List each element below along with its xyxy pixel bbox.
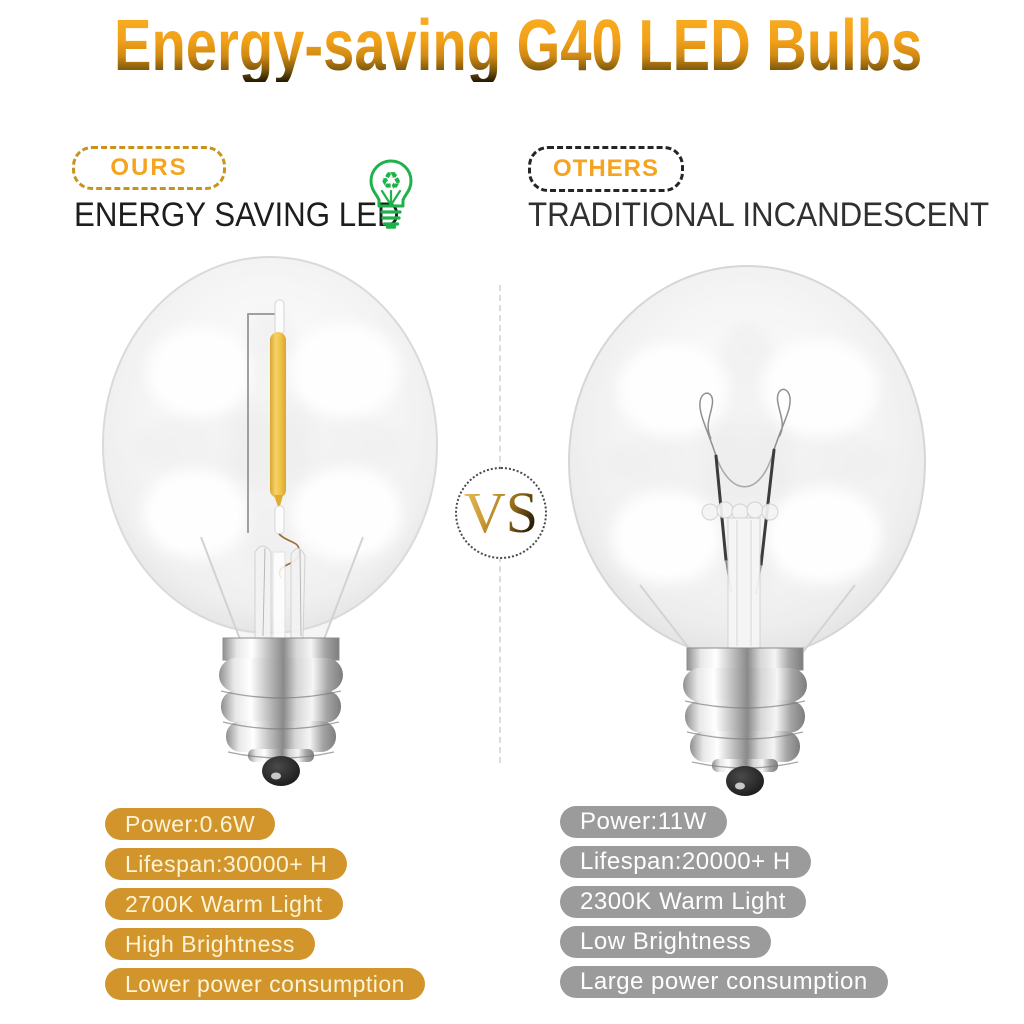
- incandescent-bulb-image: [568, 265, 926, 796]
- ours-feature-power: Power:0.6W: [105, 808, 276, 840]
- ours-badge: OURS: [72, 146, 226, 190]
- ours-feature-lifespan: Lifespan:30000+ H: [105, 848, 348, 880]
- title-row: Energy-saving G40 LED Bulbs: [0, 10, 1024, 82]
- others-feature-power: Power:11W: [560, 806, 727, 838]
- others-subtitle: TRADITIONAL INCANDESCENT: [528, 196, 990, 234]
- page-title: Energy-saving G40 LED Bulbs: [113, 6, 923, 86]
- vs-circle: VS: [455, 467, 547, 559]
- others-feature-brightness: Low Brightness: [560, 926, 772, 958]
- others-feature-list: Power:11W Lifespan:20000+ H 2300K Warm L…: [560, 806, 888, 1006]
- ours-badge-label: OURS: [110, 154, 188, 181]
- svg-text:♻: ♻: [380, 167, 402, 195]
- led-bulb-image: [102, 256, 438, 786]
- others-badge-label: OTHERS: [552, 155, 659, 182]
- others-feature-color-temp: 2300K Warm Light: [560, 886, 806, 918]
- others-feature-consumption: Large power consumption: [560, 966, 888, 998]
- vs-label: VS: [463, 480, 539, 545]
- others-badge: OTHERS: [528, 146, 684, 192]
- ours-feature-color-temp: 2700K Warm Light: [105, 888, 343, 920]
- ours-feature-consumption: Lower power consumption: [105, 968, 425, 1000]
- ours-feature-list: Power:0.6W Lifespan:30000+ H 2700K Warm …: [105, 808, 425, 1008]
- ours-feature-brightness: High Brightness: [105, 928, 315, 960]
- eco-recycle-bulb-icon: ♻: [369, 159, 413, 229]
- others-feature-lifespan: Lifespan:20000+ H: [560, 846, 811, 878]
- ours-subtitle: ENERGY SAVING LED: [74, 196, 400, 234]
